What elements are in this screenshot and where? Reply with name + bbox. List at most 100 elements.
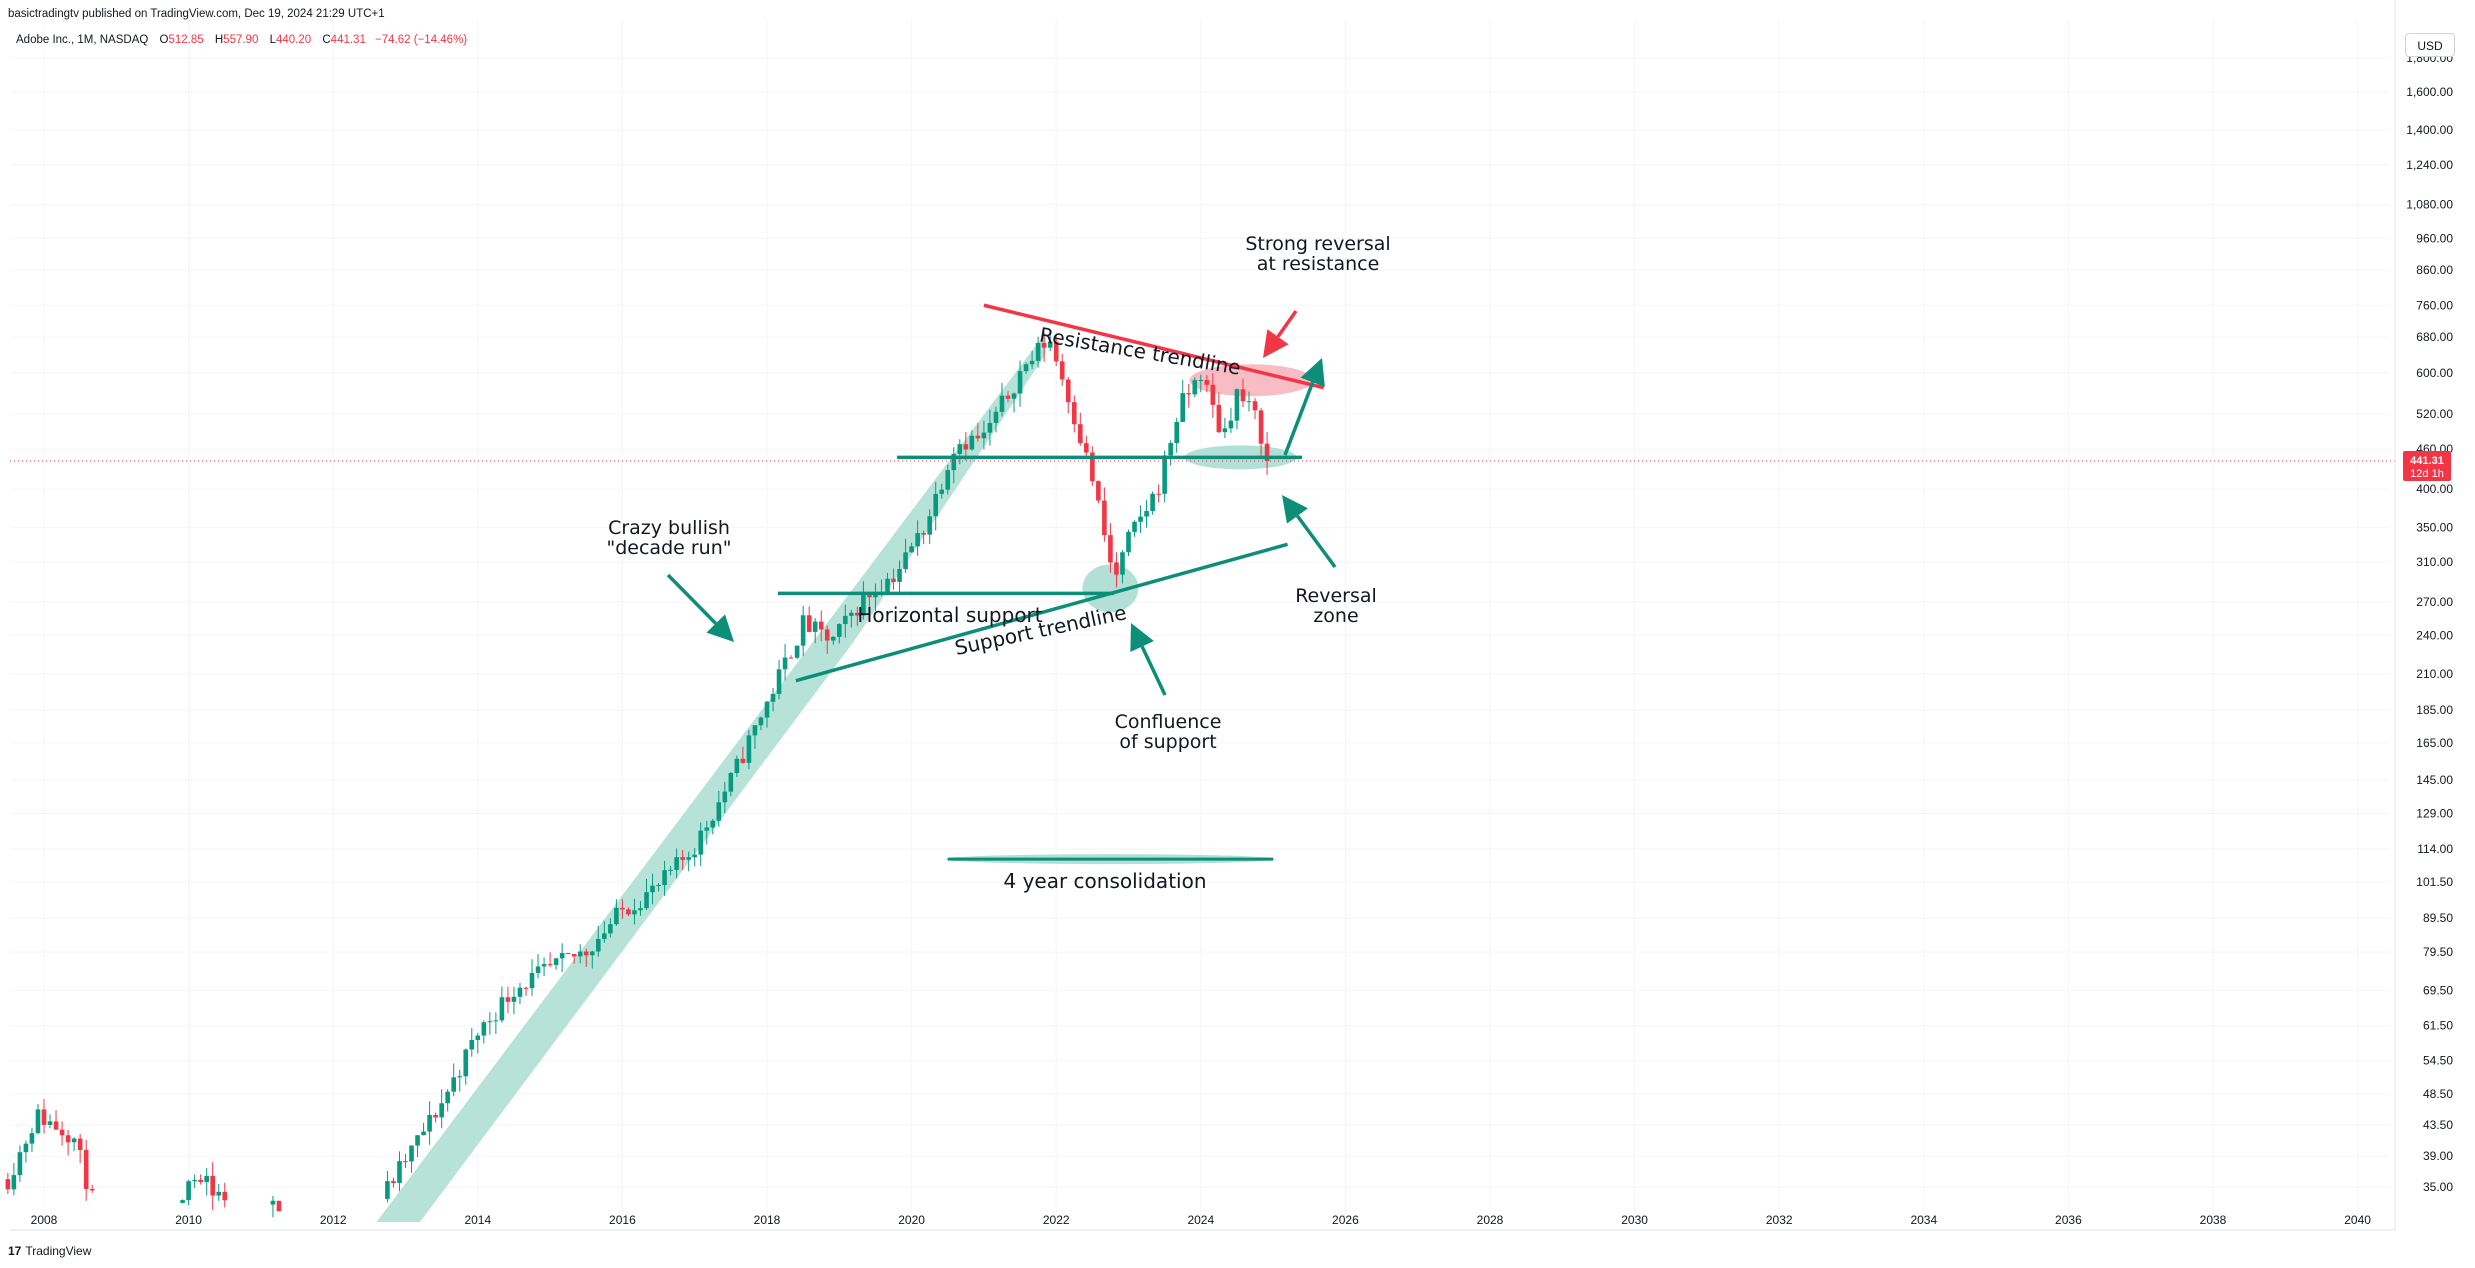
candle-body bbox=[668, 869, 673, 871]
candle-body bbox=[987, 422, 993, 433]
time-tick-label: 2026 bbox=[1332, 1213, 1359, 1227]
close-value: 441.31 bbox=[330, 34, 366, 46]
breakout-up-arrow-shaft bbox=[1283, 381, 1315, 456]
candle-body bbox=[529, 972, 535, 989]
time-tick-label: 2036 bbox=[2055, 1213, 2082, 1227]
tradingview-brand: TradingView bbox=[25, 1244, 92, 1258]
time-tick-label: 2032 bbox=[1766, 1213, 1793, 1227]
candle-body bbox=[41, 1109, 47, 1125]
trendlines[interactable] bbox=[10, 303, 2395, 861]
candle-body bbox=[445, 1091, 450, 1104]
tradingview-footer[interactable]: 17 TradingView bbox=[8, 1244, 91, 1258]
candle-body bbox=[65, 1135, 71, 1143]
candle-body bbox=[17, 1152, 23, 1176]
candle-body bbox=[1222, 428, 1228, 433]
price-tick-label: 350.00 bbox=[2416, 520, 2453, 534]
candle-body bbox=[559, 953, 565, 959]
strong-reversal-label-2: at resistance bbox=[1257, 253, 1380, 275]
horizontal-support-label: Horizontal support bbox=[857, 603, 1042, 627]
confluence-label-1: Confluence bbox=[1115, 711, 1222, 733]
support-trendline[interactable] bbox=[795, 542, 1289, 683]
candle-body bbox=[71, 1138, 77, 1143]
resistance-reversal-zone bbox=[1189, 364, 1314, 397]
bullish-channel-highlight bbox=[376, 332, 1046, 1222]
candle-body bbox=[1120, 552, 1125, 575]
candle-body bbox=[1090, 452, 1095, 482]
candle-body bbox=[933, 493, 938, 517]
reversal-zone-label-1: Reversal bbox=[1295, 585, 1377, 607]
breakout-up-arrow-head bbox=[1300, 358, 1325, 387]
candle-body bbox=[686, 857, 691, 860]
candle-body bbox=[180, 1200, 185, 1203]
candle-body bbox=[698, 830, 704, 855]
reversal-zone-arrow-shaft bbox=[1296, 514, 1337, 569]
price-tick-label: 43.50 bbox=[2423, 1118, 2453, 1132]
candle-body bbox=[981, 432, 987, 439]
candle-body bbox=[511, 996, 517, 1002]
candle-body bbox=[210, 1175, 215, 1196]
time-tick-label: 2020 bbox=[898, 1213, 925, 1227]
candle-body bbox=[1096, 481, 1101, 501]
last-price-badge bbox=[2403, 451, 2451, 482]
price-axis[interactable]: 1,800.001,600.001,400.001,240.001,080.00… bbox=[2394, 0, 2453, 1230]
candle-body bbox=[722, 791, 728, 803]
candle-body bbox=[1114, 562, 1119, 575]
candle-body bbox=[903, 552, 908, 570]
candle-body bbox=[1228, 420, 1234, 429]
candle-body bbox=[1005, 395, 1011, 399]
candle-body bbox=[439, 1103, 444, 1118]
candle-body bbox=[945, 470, 951, 490]
price-tick-label: 69.50 bbox=[2423, 984, 2453, 998]
candle-body bbox=[433, 1114, 438, 1118]
candle-body bbox=[626, 909, 631, 915]
time-tick-label: 2008 bbox=[31, 1213, 58, 1227]
candle-body bbox=[5, 1179, 11, 1190]
price-tick-label: 89.50 bbox=[2423, 911, 2453, 925]
candle-body bbox=[788, 657, 794, 659]
candle-body bbox=[909, 546, 914, 553]
candle-body bbox=[843, 615, 848, 625]
confluence-arrow-shaft bbox=[1140, 645, 1167, 696]
currency-button[interactable]: USD bbox=[2405, 33, 2455, 57]
strong-reversal-arrow-head bbox=[1263, 329, 1289, 358]
candle-body bbox=[758, 717, 764, 726]
candle-body bbox=[517, 987, 523, 997]
crazy-bullish-label-2: "decade run" bbox=[606, 537, 731, 559]
candle-body bbox=[716, 802, 722, 821]
candle-body bbox=[53, 1121, 59, 1130]
candle-body bbox=[1053, 341, 1059, 362]
tradingview-logo-icon: 17 bbox=[8, 1244, 22, 1258]
candle-body bbox=[186, 1181, 191, 1201]
change-value: −74.62 (−14.46%) bbox=[375, 34, 468, 46]
candle-body bbox=[776, 669, 782, 694]
price-tick-label: 270.00 bbox=[2416, 595, 2453, 609]
candle-body bbox=[1126, 531, 1131, 553]
candle-body bbox=[680, 857, 685, 860]
time-axis[interactable]: 2008 2010 2012 2014 2016 2018 2020 2022 2024 2026… bbox=[10, 1213, 2395, 1231]
candle-body bbox=[674, 857, 679, 870]
open-value: 512.85 bbox=[168, 34, 204, 46]
candle-body bbox=[1192, 380, 1198, 395]
candle-body bbox=[740, 758, 746, 763]
resistance-trendline[interactable] bbox=[983, 303, 1325, 390]
time-tick-label: 2028 bbox=[1477, 1213, 1504, 1227]
price-tick-label: 54.50 bbox=[2423, 1053, 2453, 1067]
price-tick-label: 310.00 bbox=[2416, 555, 2453, 569]
candle-body bbox=[1240, 389, 1246, 402]
candle-body bbox=[746, 735, 752, 763]
price-tick-label: 79.50 bbox=[2423, 945, 2453, 959]
candle-body bbox=[535, 966, 541, 973]
candle-body bbox=[583, 951, 589, 956]
candle-body bbox=[1180, 393, 1186, 422]
candle-body bbox=[1065, 379, 1071, 403]
time-tick-label: 2014 bbox=[464, 1213, 491, 1227]
low-key: L bbox=[269, 34, 276, 46]
candle-body bbox=[1156, 493, 1161, 495]
open-key: O bbox=[159, 34, 169, 46]
low-value: 440.20 bbox=[275, 34, 312, 46]
candle-body bbox=[11, 1175, 17, 1190]
candles bbox=[5, 332, 1270, 1218]
candle-body bbox=[1023, 364, 1029, 372]
candle-body bbox=[385, 1181, 390, 1199]
